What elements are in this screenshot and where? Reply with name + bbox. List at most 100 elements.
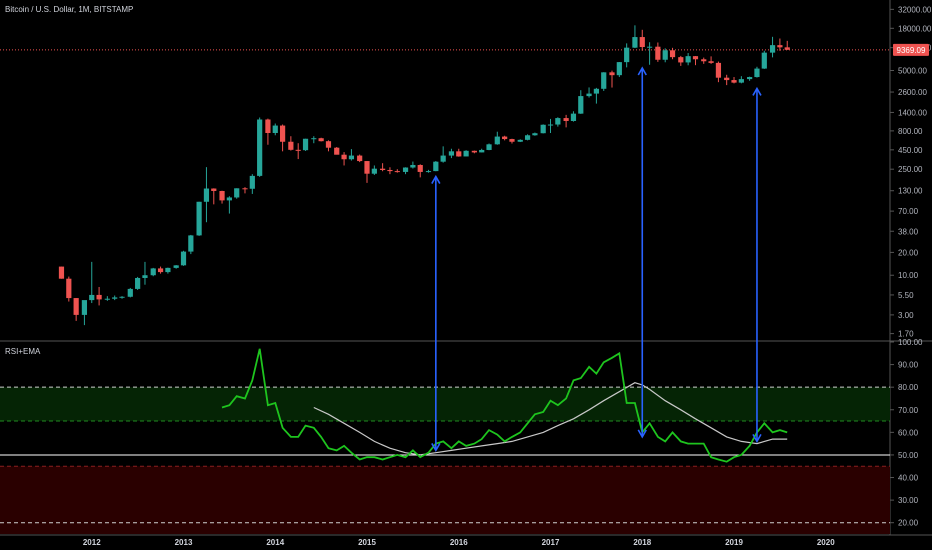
candle-body xyxy=(601,72,607,89)
candle-body xyxy=(203,188,210,202)
candle xyxy=(724,74,730,86)
arrow-head-up xyxy=(637,66,647,76)
candle xyxy=(334,147,340,155)
candle-body xyxy=(279,125,286,142)
candle xyxy=(425,169,432,173)
candle xyxy=(371,165,377,175)
candle xyxy=(632,25,638,48)
candle xyxy=(364,161,370,183)
candle xyxy=(448,148,455,159)
candle-body xyxy=(586,93,592,97)
candle-body xyxy=(288,141,294,150)
candle xyxy=(616,62,622,78)
candle xyxy=(715,61,722,83)
time-axis-label: 2020 xyxy=(817,538,835,547)
candle-body xyxy=(66,278,72,299)
candle xyxy=(357,154,363,163)
candle xyxy=(226,196,232,214)
candle-body xyxy=(402,167,409,172)
price-axis-label: 450.00 xyxy=(898,146,923,155)
candle-body xyxy=(494,136,500,145)
candle-body xyxy=(112,297,118,299)
candle xyxy=(242,187,248,194)
rsi-axis-label: 40.00 xyxy=(898,474,919,483)
chart-title: Bitcoin / U.S. Dollar, 1M, BITSTAMP xyxy=(5,5,133,14)
double-arrow xyxy=(431,174,441,453)
price-axis-label: 1400.00 xyxy=(898,108,927,117)
last-price-tag-label: 9369.09 xyxy=(897,46,926,55)
candle-body xyxy=(678,57,684,63)
candle xyxy=(288,136,294,151)
time-axis-label: 2018 xyxy=(633,538,651,547)
candle xyxy=(203,167,210,223)
candle xyxy=(701,57,707,64)
candle xyxy=(96,286,102,306)
time-axis-label: 2016 xyxy=(450,538,468,547)
arrow-head-up xyxy=(431,174,441,184)
candle-body xyxy=(380,168,386,170)
time-axis-label: 2017 xyxy=(542,538,560,547)
price-axis-label: 10.00 xyxy=(898,271,919,280)
price-axis[interactable]: 32000.0018000.0010000.005000.002600.0014… xyxy=(890,5,932,339)
price-axis-label: 3.00 xyxy=(898,311,914,320)
candle-body xyxy=(448,151,455,156)
candle-body xyxy=(532,133,538,136)
candle-body xyxy=(708,61,714,63)
time-axis-label: 2012 xyxy=(83,538,101,547)
arrow-head-down xyxy=(637,429,647,439)
candle-body xyxy=(692,56,699,60)
price-axis-label: 800.00 xyxy=(898,127,923,136)
candle-body xyxy=(348,155,355,160)
candle xyxy=(593,87,599,104)
candle xyxy=(685,53,691,66)
time-axis-label: 2019 xyxy=(725,538,743,547)
candle xyxy=(601,72,607,91)
candle-body xyxy=(142,275,148,278)
price-axis-label: 5000.00 xyxy=(898,67,927,76)
time-axis[interactable]: 2012 2013 2014 2015 2016 2017 2018 2019 2020 xyxy=(83,538,835,547)
candle xyxy=(586,87,592,98)
rsi-overbought-zone xyxy=(0,387,890,422)
candle-body xyxy=(364,161,370,174)
candle-body xyxy=(81,300,88,315)
candle-body xyxy=(219,190,225,201)
arrow-head-down xyxy=(431,443,441,453)
price-axis-label: 250.00 xyxy=(898,165,923,174)
candle-body xyxy=(616,62,622,76)
candle xyxy=(517,139,523,143)
rsi-axis[interactable]: 100.00 90.00 80.00 70.00 60.00 50.00 40.00 30.0… xyxy=(890,338,923,528)
candle-body xyxy=(593,88,599,94)
candle xyxy=(563,114,569,128)
candle-body xyxy=(647,46,653,48)
candle xyxy=(211,188,217,205)
candle xyxy=(325,140,332,152)
candle xyxy=(692,56,699,66)
candle xyxy=(494,131,500,145)
candle-body xyxy=(524,135,531,140)
candle xyxy=(394,169,400,173)
candle-body xyxy=(662,50,668,60)
candle-body xyxy=(165,267,171,273)
candle-body xyxy=(777,45,783,48)
candle xyxy=(639,29,645,51)
candles xyxy=(58,25,790,326)
candle-body xyxy=(173,265,179,268)
candle-body xyxy=(196,201,202,236)
candle xyxy=(747,76,753,81)
candle-body xyxy=(265,119,271,133)
candle-body xyxy=(769,45,776,53)
candle xyxy=(509,138,515,144)
time-axis-label: 2013 xyxy=(175,538,193,547)
price-axis-label: 5.50 xyxy=(898,291,914,300)
candle-body xyxy=(73,298,79,315)
candle xyxy=(402,167,409,175)
candle-body xyxy=(570,113,577,121)
candle-body xyxy=(547,124,554,126)
candle xyxy=(173,265,179,269)
candle xyxy=(433,161,439,172)
candle xyxy=(112,295,118,301)
price-axis-label: 32000.00 xyxy=(898,5,932,14)
candle xyxy=(662,48,668,63)
candle xyxy=(135,276,141,290)
